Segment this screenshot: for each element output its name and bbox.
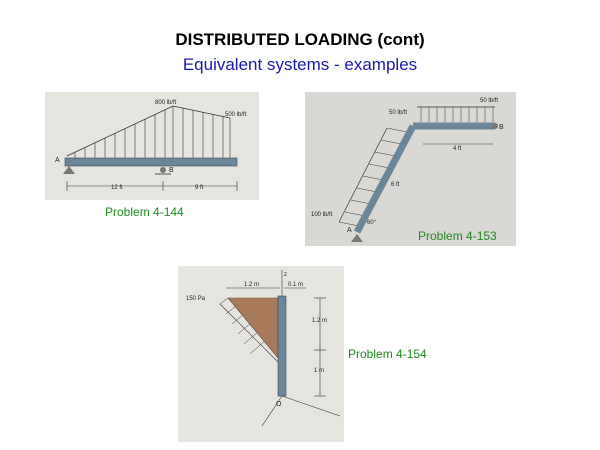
dim-incline-label: 6 ft: [391, 182, 400, 188]
point-o-label: O: [276, 401, 282, 408]
load-top-right-label: 50 lb/ft: [480, 98, 498, 104]
load-label: 150 Pa: [186, 296, 206, 302]
page-subtitle: Equivalent systems - examples: [182, 55, 418, 74]
point-a-label: A: [347, 227, 352, 234]
dim-right-label: 9 ft: [195, 185, 204, 191]
figure-problem-4-144: 800 lb/ft 500 lb/ft A B 12 ft 9 ft: [45, 92, 259, 200]
axis-z-label: z: [284, 272, 287, 278]
point-a-label: A: [55, 157, 60, 164]
caption-problem-4-153: Problem 4-153: [418, 229, 497, 243]
dim-top-left-label: 1.2 m: [244, 282, 259, 288]
load-top-left-label: 50 lb/ft: [389, 110, 407, 116]
dim-top-label: 4 ft: [453, 146, 462, 152]
dim-top-right-label: 0.1 m: [288, 282, 303, 288]
load-peak-label: 800 lb/ft: [155, 100, 177, 106]
beam-diagram: 800 lb/ft 500 lb/ft A B 12 ft 9 ft: [45, 92, 259, 200]
load-incline-label: 100 lb/ft: [311, 212, 333, 218]
frame-diagram: 50 lb/ft 50 lb/ft 100 lb/ft B A 4 ft 6 f…: [305, 92, 516, 246]
dim-right-upper-label: 1.2 m: [312, 318, 327, 324]
point-b-label: B: [499, 124, 504, 131]
figure-problem-4-153: 50 lb/ft 50 lb/ft 100 lb/ft B A 4 ft 6 f…: [305, 92, 516, 246]
caption-problem-4-144: Problem 4-144: [105, 205, 184, 219]
dim-right-lower-label: 1 m: [314, 368, 324, 374]
figure-problem-4-154: 1.2 m 0.1 m 150 Pa 1.2 m 1 m O z: [178, 266, 344, 442]
dim-left-label: 12 ft: [111, 185, 123, 191]
caption-problem-4-154: Problem 4-154: [348, 347, 427, 361]
load-right-label: 500 lb/ft: [225, 112, 247, 118]
plate-diagram: 1.2 m 0.1 m 150 Pa 1.2 m 1 m O z: [178, 266, 344, 442]
angle-label: 60°: [367, 220, 377, 226]
point-b-label: B: [169, 167, 174, 174]
page-title: DISTRIBUTED LOADING (cont): [175, 30, 425, 49]
